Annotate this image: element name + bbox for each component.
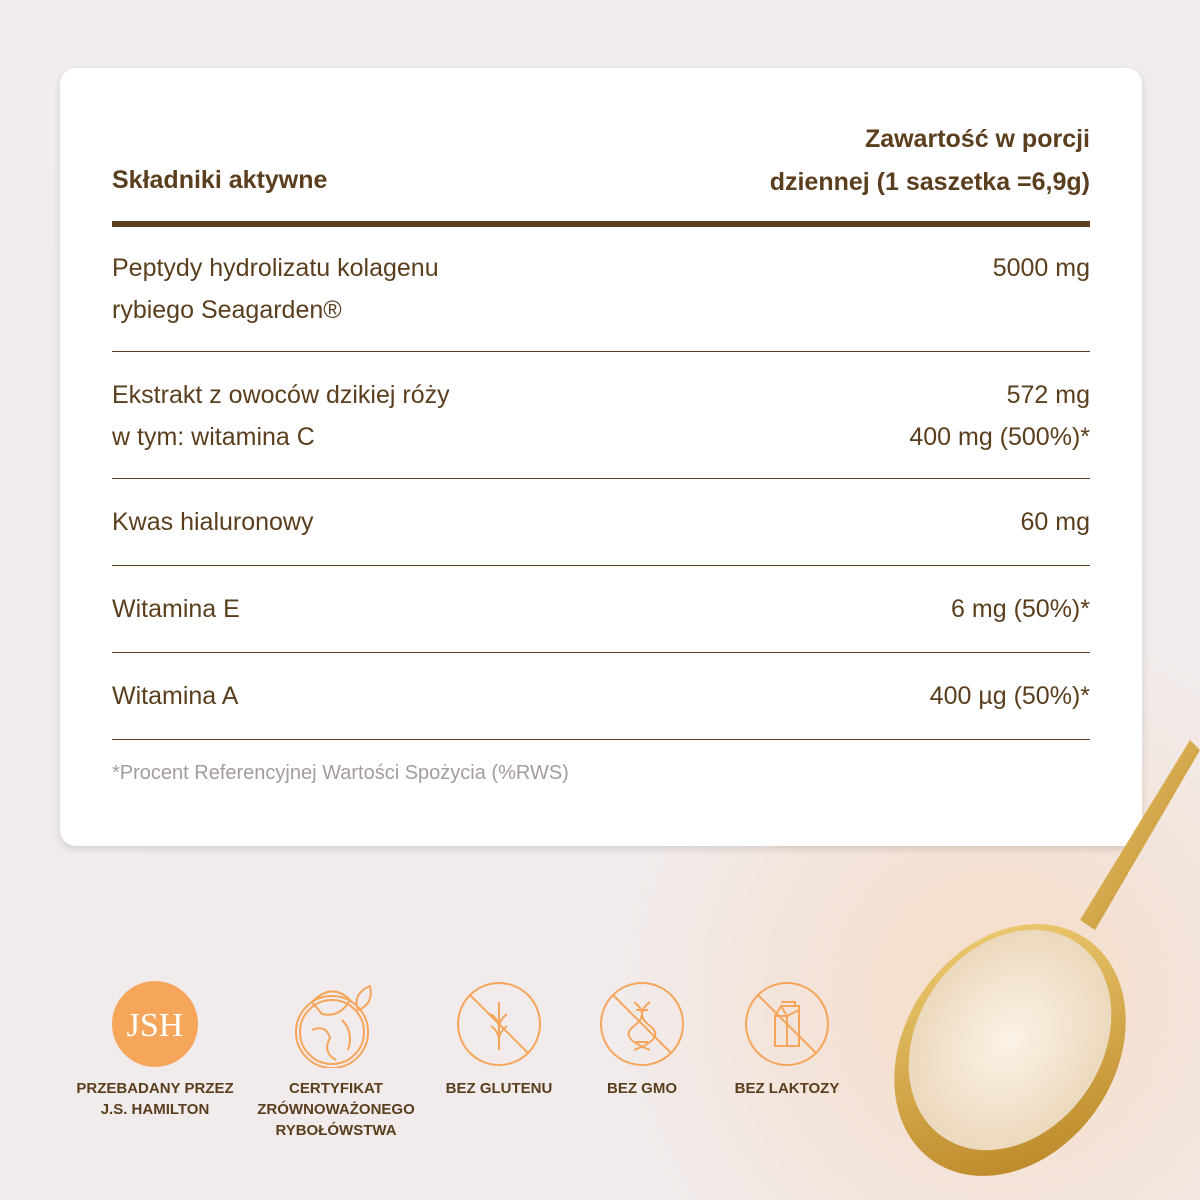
ingredient-value: 6 mg (50%)* <box>951 595 1090 623</box>
jsh-logo-icon: JSH <box>112 981 198 1067</box>
spoon-with-powder-image <box>894 740 1200 1176</box>
no-lactose-icon <box>745 982 829 1066</box>
table-row: Witamina E 6 mg (50%)* <box>112 588 1090 653</box>
ingredient-name: Witamina E <box>112 595 240 623</box>
badge-label: BEZ LAKTOZY <box>734 1080 840 1097</box>
table-row: Ekstrakt z owoców dzikiej róży w tym: wit… <box>112 374 1090 479</box>
badge-label: RYBOŁÓWSTWA <box>275 1122 397 1139</box>
ingredient-value: 572 mg <box>1006 381 1090 409</box>
badge-label: CERTYFIKAT <box>289 1080 383 1097</box>
footnote: *Procent Referencyjnej Wartości Spożycia… <box>112 762 569 784</box>
ingredient-value: 400 mg (500%)* <box>909 423 1090 451</box>
badge-gmo-free: BEZ GMO <box>557 980 727 1099</box>
no-gmo-icon <box>600 982 684 1066</box>
ingredient-name: Peptydy hydrolizatu kolagenu <box>112 254 439 282</box>
no-gluten-icon <box>457 982 541 1066</box>
badge-label: PRZEBADANY PRZEZ <box>76 1080 234 1097</box>
ingredient-value: 400 µg (50%)* <box>929 682 1090 710</box>
header-line: Zawartość w porcji <box>864 125 1090 153</box>
ingredients-card: Składniki aktywne Zawartość w porcji dzi… <box>60 68 1142 846</box>
ingredient-name: Kwas hialuronowy <box>112 508 314 536</box>
ingredient-value: 5000 mg <box>992 254 1090 282</box>
badge-label: ZRÓWNOWAŻONEGO <box>257 1101 415 1118</box>
svg-text:JSH: JSH <box>127 1007 184 1044</box>
table-row: Kwas hialuronowy 60 mg <box>112 501 1090 566</box>
ingredient-value: 60 mg <box>1020 508 1090 536</box>
ingredient-name: w tym: witamina C <box>112 423 315 451</box>
table-row: Peptydy hydrolizatu kolagenu rybiego Seag… <box>112 247 1090 352</box>
badge-gluten-free: BEZ GLUTENU <box>414 980 584 1099</box>
badge-js-hamilton: JSH PRZEBADANY PRZEZ J.S. HAMILTON <box>70 980 240 1120</box>
earth-leaf-icon <box>295 984 372 1068</box>
badge-label: BEZ GLUTENU <box>445 1080 553 1097</box>
table-row: Witamina A 400 µg (50%)* <box>112 675 1090 740</box>
badge-sustainable-fishing: CERTYFIKAT ZRÓWNOWAŻONEGO RYBOŁÓWSTWA <box>251 980 421 1141</box>
header-rule <box>112 221 1090 227</box>
badge-lactose-free: BEZ LAKTOZY <box>702 980 872 1099</box>
badge-label: J.S. HAMILTON <box>100 1101 210 1118</box>
header-line: dziennej (1 saszetka =6,9g) <box>769 168 1090 196</box>
ingredient-name: Ekstrakt z owoców dzikiej róży <box>112 381 450 409</box>
header-active-ingredients: Składniki aktywne <box>112 166 328 194</box>
ingredient-name: Witamina A <box>112 682 239 710</box>
ingredient-name: rybiego Seagarden® <box>112 296 342 324</box>
header-daily-dose: Zawartość w porcji dziennej (1 saszetka … <box>770 118 1090 204</box>
badge-label: BEZ GMO <box>607 1080 677 1097</box>
